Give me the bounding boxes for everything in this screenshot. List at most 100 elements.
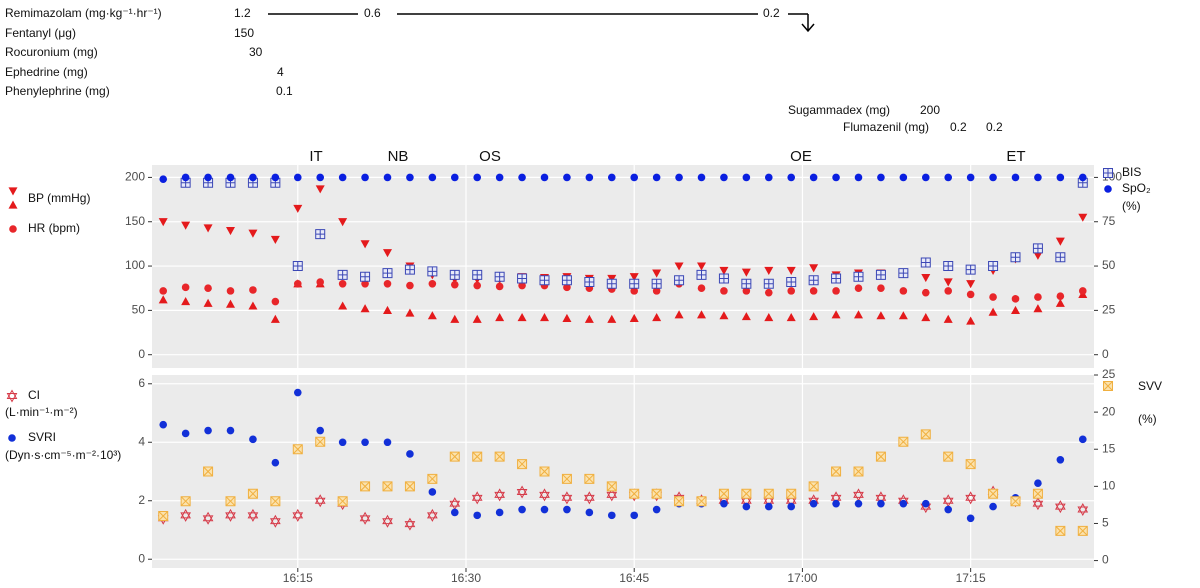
data-point	[450, 173, 459, 182]
data-point	[473, 511, 482, 520]
data-point	[271, 297, 280, 306]
data-point	[360, 240, 370, 249]
data-point	[1010, 496, 1021, 507]
data-point	[472, 451, 483, 462]
legend-marker	[1104, 185, 1112, 193]
data-point	[719, 311, 729, 320]
data-point	[943, 261, 954, 272]
data-point	[652, 287, 661, 295]
data-point	[764, 312, 774, 322]
data-point	[450, 280, 459, 289]
data-point	[316, 426, 325, 435]
data-point	[450, 508, 459, 517]
legend-marker	[1103, 381, 1113, 391]
x-tick-label: 17:15	[956, 571, 986, 585]
data-point	[786, 488, 797, 499]
data-point	[606, 488, 618, 502]
data-point	[809, 264, 819, 273]
data-point	[517, 312, 527, 322]
data-point	[249, 435, 257, 444]
data-point	[204, 426, 212, 435]
data-point	[764, 502, 773, 511]
drug-dose: 0.2	[986, 120, 1003, 134]
drug-dose: 30	[249, 45, 263, 59]
data-point	[404, 481, 415, 492]
data-point	[1078, 173, 1087, 182]
data-point	[675, 173, 683, 182]
legend-label: BIS	[1122, 165, 1141, 179]
data-point	[877, 499, 885, 508]
drug-label: Fentanyl (μg)	[5, 26, 76, 40]
data-point	[763, 488, 774, 499]
data-point	[652, 505, 661, 514]
data-point	[561, 491, 573, 505]
data-point	[965, 264, 976, 275]
data-point	[248, 229, 258, 238]
data-point	[966, 290, 975, 299]
data-point	[809, 287, 818, 295]
data-point	[494, 488, 505, 502]
data-point	[427, 473, 438, 484]
data-point	[742, 173, 751, 182]
data-point	[1034, 479, 1042, 487]
drug-dose: 200	[920, 103, 940, 117]
y-tick-label: 2	[138, 493, 145, 507]
data-point	[720, 499, 728, 508]
legend-marker	[8, 434, 16, 442]
data-point	[584, 277, 595, 288]
data-point	[651, 278, 662, 289]
drug-annotations: Remimazolam (mg·kg⁻¹·hr⁻¹) 1.2 0.6 0.2 F…	[5, 6, 1003, 134]
x-tick-label: 17:00	[787, 571, 817, 585]
drug-label: Remimazolam (mg·kg⁻¹·hr⁻¹)	[5, 6, 162, 20]
data-point	[1077, 502, 1089, 517]
data-point	[472, 269, 483, 280]
y2-tick-label: 20	[1102, 404, 1116, 418]
data-point	[361, 438, 369, 447]
data-point	[405, 308, 415, 317]
data-point	[338, 279, 347, 288]
data-point	[697, 262, 706, 271]
data-point	[203, 466, 214, 477]
data-point	[383, 279, 392, 288]
data-point	[1055, 298, 1065, 307]
data-point	[427, 508, 438, 522]
data-point	[181, 283, 190, 292]
data-point	[606, 278, 617, 289]
data-point	[719, 266, 729, 275]
data-point	[495, 312, 505, 322]
data-point	[965, 491, 976, 505]
data-point	[607, 173, 616, 182]
data-point	[361, 173, 369, 182]
y-tick-label: 6	[138, 376, 145, 390]
data-point	[853, 488, 864, 502]
data-point	[809, 499, 818, 508]
data-point	[629, 273, 639, 282]
data-point	[718, 488, 729, 499]
drug-dose: 0.2	[950, 120, 967, 134]
legend-label: HR (bpm)	[28, 221, 80, 235]
data-point	[629, 313, 639, 322]
data-point	[944, 287, 953, 295]
data-point	[204, 173, 212, 182]
legend-label: SVRI	[28, 430, 56, 444]
data-point	[988, 307, 998, 316]
y2-tick-label: 50	[1102, 258, 1116, 272]
data-point	[382, 514, 393, 528]
data-point	[965, 459, 976, 470]
legend-marker	[9, 225, 17, 233]
data-point	[181, 173, 190, 182]
y-tick-label: 4	[138, 434, 145, 448]
data-point	[1055, 237, 1065, 246]
x-tick-label: 16:45	[619, 571, 649, 585]
data-point	[696, 496, 707, 507]
data-point	[158, 218, 168, 227]
data-point	[361, 279, 369, 288]
data-point	[629, 278, 640, 289]
data-point	[853, 271, 864, 282]
data-point	[854, 499, 863, 508]
data-point	[876, 311, 886, 320]
data-point	[248, 301, 258, 310]
data-point	[607, 511, 616, 520]
data-point	[382, 481, 393, 492]
data-point	[808, 481, 819, 492]
